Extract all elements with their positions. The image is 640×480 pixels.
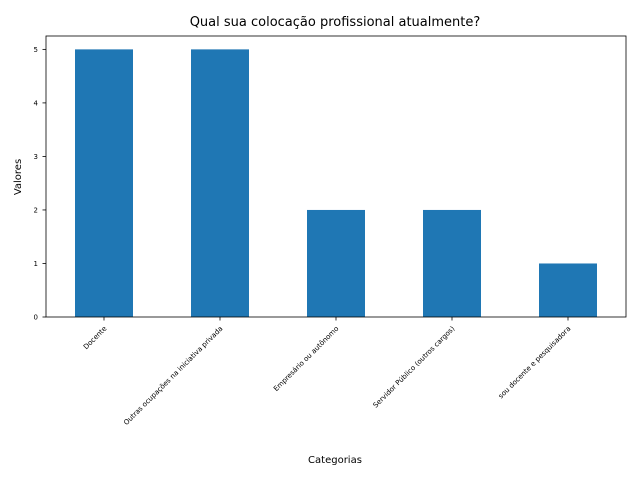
bar-2 bbox=[191, 49, 249, 317]
axes-frame bbox=[45, 35, 627, 318]
y-tick-label: 0 bbox=[34, 314, 38, 322]
bar-1 bbox=[75, 49, 133, 317]
y-axis-label: Valores bbox=[13, 159, 24, 195]
y-tick-label: 1 bbox=[34, 260, 38, 268]
chart-title: Qual sua colocação profissional atualmen… bbox=[190, 15, 481, 30]
x-tick-label: Outras ocupações na iniciativa privada bbox=[122, 325, 224, 427]
y-tick-label: 4 bbox=[34, 99, 39, 107]
y-axis-ticks: 0 1 2 3 4 5 bbox=[34, 46, 46, 322]
x-tick-label: Docente bbox=[82, 325, 108, 351]
bar-3 bbox=[307, 209, 365, 317]
x-axis-label: Categorias bbox=[308, 455, 362, 466]
bar-4 bbox=[423, 209, 481, 317]
y-tick-label: 2 bbox=[34, 206, 38, 214]
bars-group bbox=[75, 49, 597, 317]
x-tick-label: Servidor Público (outros cargos) bbox=[372, 325, 457, 410]
x-tick-label: Empresário ou autônomo bbox=[272, 325, 340, 393]
bar-5 bbox=[539, 263, 597, 317]
x-axis-ticks: Docente Outras ocupações na iniciativa pr… bbox=[82, 317, 572, 427]
x-tick-label: sou docente e pesquisadora bbox=[497, 325, 573, 401]
y-tick-label: 3 bbox=[34, 153, 38, 161]
y-tick-label: 5 bbox=[34, 46, 38, 54]
